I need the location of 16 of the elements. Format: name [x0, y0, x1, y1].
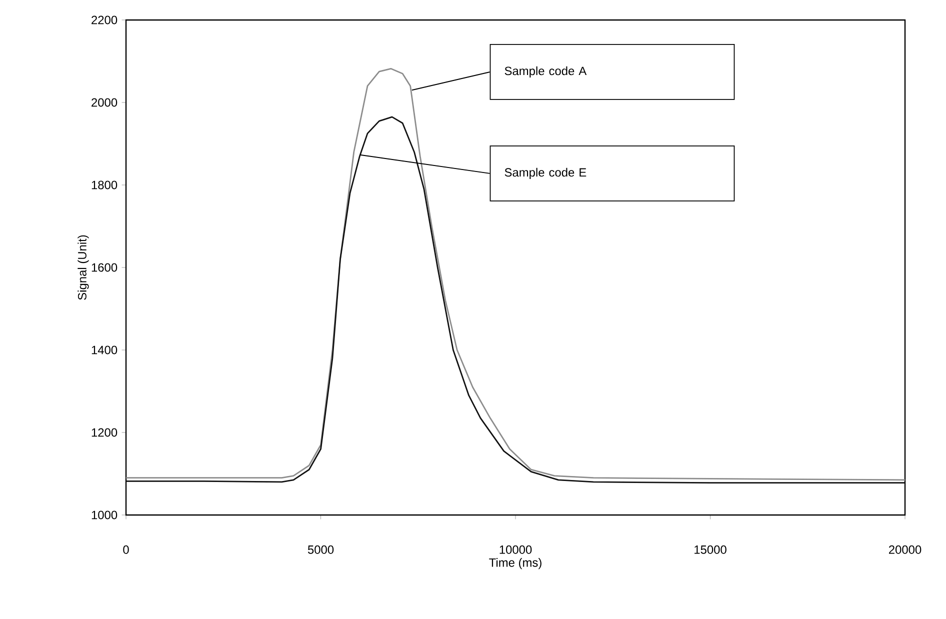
- y-tick-label: 1400: [92, 346, 118, 354]
- y-axis-title: Signal (Unit): [78, 235, 89, 300]
- x-tick-label: 0: [123, 545, 129, 554]
- y-tick-label: 1600: [92, 263, 118, 272]
- y-tick-label: 1000: [92, 510, 118, 520]
- x-tick-label: 10000: [500, 545, 532, 554]
- annotation: Sample code A: [504, 66, 587, 78]
- annotation: Sample code E: [504, 168, 586, 180]
- x-tick-label: 15000: [694, 545, 726, 554]
- y-tick-label: 1200: [92, 428, 118, 437]
- y-tick-label: 2000: [92, 98, 118, 107]
- x-tick-label: 5000: [308, 545, 334, 554]
- x-tick-label: 20000: [888, 545, 922, 554]
- x-axis-title: Time (ms): [489, 558, 542, 570]
- y-tick-label: 1800: [92, 180, 118, 190]
- y-tick-label: 2200: [92, 16, 118, 24]
